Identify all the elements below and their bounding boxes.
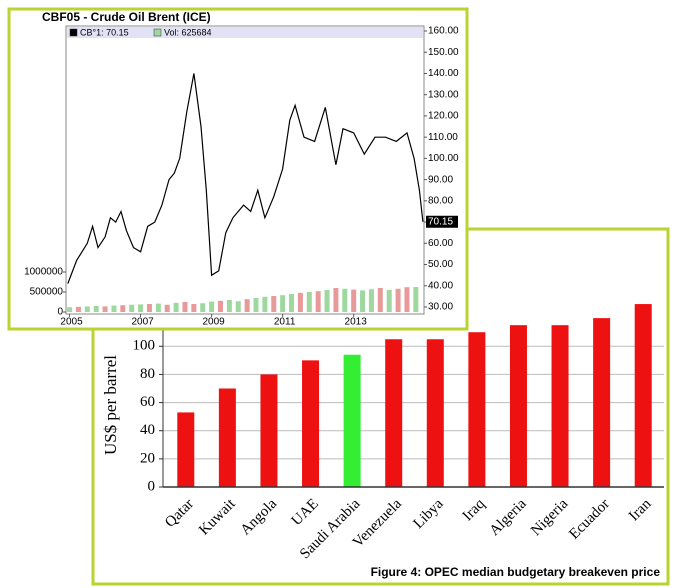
bar bbox=[218, 388, 236, 487]
volume-bar bbox=[191, 304, 197, 312]
y-tick-label: 40 bbox=[140, 422, 155, 438]
legend-swatch bbox=[69, 28, 78, 37]
volume-bar bbox=[120, 305, 126, 312]
volume-bar bbox=[93, 306, 99, 312]
volume-bar bbox=[280, 295, 286, 312]
y-axis-label: US$ per barrel bbox=[101, 355, 120, 455]
bar bbox=[177, 412, 195, 487]
y-tick-label: 130.00 bbox=[428, 89, 459, 100]
y-tick-label: 110.00 bbox=[428, 132, 458, 143]
volume-bar bbox=[271, 296, 277, 312]
bar bbox=[385, 339, 403, 487]
volume-bar bbox=[217, 300, 223, 312]
volume-bar bbox=[146, 304, 152, 312]
bar bbox=[593, 318, 611, 487]
volume-bar bbox=[262, 296, 268, 312]
volume-bar bbox=[297, 292, 303, 312]
y-tick-label: 150.00 bbox=[428, 47, 459, 58]
last-price-label: 70.15 bbox=[428, 216, 453, 227]
volume-bar bbox=[182, 302, 188, 312]
legend-label: Vol: 625684 bbox=[164, 27, 212, 37]
volume-bar bbox=[226, 300, 232, 312]
x-tick-label: 2009 bbox=[202, 317, 225, 328]
y-tick-label: 60 bbox=[140, 394, 155, 410]
volume-bar bbox=[200, 303, 206, 312]
bar bbox=[426, 339, 444, 487]
x-tick-label: 2013 bbox=[345, 317, 368, 328]
y-tick-label: 60.00 bbox=[428, 238, 453, 249]
volume-bar bbox=[75, 306, 81, 312]
volume-bar bbox=[67, 307, 73, 312]
y2-tick-label: 0 bbox=[57, 307, 63, 318]
plot-area bbox=[65, 25, 425, 315]
chart-title: CBF05 - Crude Oil Brent (ICE) bbox=[42, 10, 211, 24]
volume-bar bbox=[377, 288, 383, 312]
volume-bar bbox=[138, 304, 144, 312]
volume-bar bbox=[324, 290, 330, 312]
y2-tick-label: 500000 bbox=[30, 287, 64, 298]
legend-swatch bbox=[153, 28, 162, 37]
bar bbox=[468, 332, 486, 487]
volume-bar bbox=[289, 294, 295, 312]
volume-bar bbox=[413, 286, 419, 312]
line-chart: CBF05 - Crude Oil Brent (ICE) 30.00 40.00 5… bbox=[7, 7, 469, 331]
volume-bar bbox=[395, 288, 401, 312]
volume-bar bbox=[84, 306, 90, 312]
legend bbox=[67, 27, 423, 38]
y-tick-label: 160.00 bbox=[428, 26, 459, 37]
volume-bar bbox=[306, 292, 312, 312]
volume-bar bbox=[386, 290, 392, 312]
y-tick-label: 80.00 bbox=[428, 195, 453, 206]
y2-tick-label: 1000000 bbox=[24, 267, 63, 278]
y-tick-label: 40.00 bbox=[428, 280, 453, 291]
y-tick-label: 80 bbox=[140, 366, 155, 382]
volume-bar bbox=[315, 291, 321, 312]
volume-bar bbox=[129, 304, 135, 312]
x-tick-label: 2011 bbox=[274, 317, 296, 328]
x-tick-label: 2007 bbox=[131, 317, 154, 328]
volume-bar bbox=[360, 290, 366, 312]
volume-bar bbox=[244, 299, 250, 312]
volume-bar bbox=[102, 306, 108, 312]
y-tick-label: 0 bbox=[148, 478, 156, 494]
volume-bar bbox=[209, 301, 215, 312]
y-tick-label: 20 bbox=[140, 450, 155, 466]
volume-bar bbox=[164, 304, 170, 312]
volume-bar bbox=[111, 305, 117, 312]
volume-bar bbox=[155, 303, 161, 312]
bar bbox=[260, 374, 278, 487]
price-line bbox=[67, 73, 424, 284]
y-tick-label: 140.00 bbox=[428, 68, 459, 79]
bar bbox=[551, 325, 569, 487]
volume-bar bbox=[173, 302, 179, 312]
x-tick-label: 2005 bbox=[60, 317, 83, 328]
y-tick-label: 100 bbox=[133, 338, 156, 354]
volume-bar bbox=[404, 287, 410, 312]
volume-bar bbox=[368, 289, 374, 312]
volume-bar bbox=[351, 289, 357, 312]
volume-bar bbox=[342, 288, 348, 312]
legend-label: CB°1: 70.15 bbox=[80, 27, 129, 37]
bar bbox=[509, 325, 527, 487]
volume-bar bbox=[333, 288, 339, 312]
volume-bar bbox=[253, 298, 259, 312]
y-tick-label: 30.00 bbox=[428, 302, 453, 313]
y-tick-label: 120.00 bbox=[428, 111, 459, 122]
bar bbox=[343, 354, 361, 487]
volume-bar bbox=[235, 301, 241, 312]
bar bbox=[302, 360, 320, 487]
y-tick-label: 90.00 bbox=[428, 174, 453, 185]
y-tick-label: 100.00 bbox=[428, 153, 459, 164]
bar bbox=[634, 304, 652, 487]
y-tick-label: 50.00 bbox=[428, 259, 453, 270]
caption: Figure 4: OPEC median budgetary breakeve… bbox=[371, 565, 661, 579]
last-price-box bbox=[426, 215, 458, 228]
